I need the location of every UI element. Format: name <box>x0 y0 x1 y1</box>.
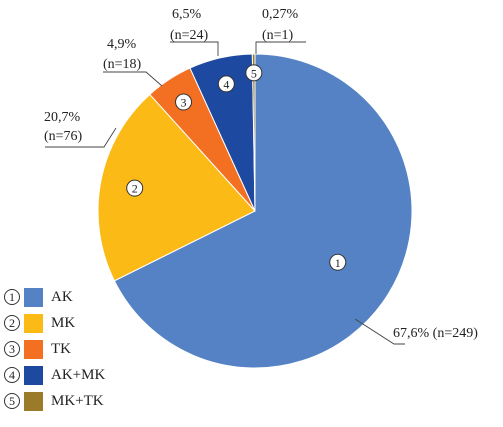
legend-label: MK+TK <box>51 392 104 409</box>
legend-label: AK <box>51 288 73 305</box>
legend-number: 2 <box>4 315 20 331</box>
legend-item-mk-tk: 5 MK+TK <box>4 388 105 414</box>
svg-text:1: 1 <box>335 256 341 270</box>
data-label-2: 20,7% <box>44 110 81 125</box>
legend-swatch <box>24 339 43 359</box>
legend-swatch <box>24 365 43 385</box>
data-label-5: 0,27% <box>262 7 299 22</box>
legend-item-mk: 2 MK <box>4 310 105 336</box>
legend-swatch <box>24 391 43 411</box>
legend-item-ak: 1 AK <box>4 284 105 310</box>
slice-number-4: 4 <box>217 75 235 93</box>
data-label-2: (n=76) <box>44 129 83 144</box>
svg-text:5: 5 <box>251 66 257 80</box>
legend-label: TK <box>51 340 71 357</box>
legend-item-tk: 3 TK <box>4 336 105 362</box>
svg-text:2: 2 <box>132 182 138 196</box>
legend-label: AK+MK <box>51 366 106 383</box>
data-label-5: (n=1) <box>262 28 294 43</box>
data-label-1: 67,6% (n=249) <box>393 326 478 341</box>
legend: 1 AK 2 MK 3 TK 4 AK+MK 5 MK+TK <box>4 284 105 414</box>
data-label-4: 6,5% <box>172 7 202 22</box>
leader-line-3 <box>103 71 163 87</box>
legend-number: 1 <box>4 289 20 305</box>
pie-slice-5 <box>251 53 256 212</box>
data-label-3: 4,9% <box>107 37 137 52</box>
slice-number-1: 1 <box>329 253 347 271</box>
pie-slice-2 <box>97 93 256 282</box>
legend-number: 4 <box>4 367 20 383</box>
leader-line-2 <box>45 127 117 148</box>
data-label-4: (n=24) <box>170 28 209 43</box>
slice-number-2: 2 <box>126 179 144 197</box>
legend-number: 3 <box>4 341 20 357</box>
leader-line-1 <box>354 318 405 345</box>
pie-slice-1 <box>113 53 413 369</box>
svg-text:3: 3 <box>181 96 187 110</box>
legend-label: MK <box>51 314 76 331</box>
leader-line-4 <box>170 41 219 56</box>
data-label-3: (n=18) <box>103 57 142 72</box>
leader-line-5 <box>255 41 306 54</box>
legend-swatch <box>24 313 43 333</box>
slice-number-5: 5 <box>245 64 263 82</box>
legend-swatch <box>24 287 43 307</box>
legend-number: 5 <box>4 393 20 409</box>
slice-number-3: 3 <box>175 93 193 111</box>
svg-text:4: 4 <box>223 77 229 91</box>
legend-item-ak-mk: 4 AK+MK <box>4 362 105 388</box>
